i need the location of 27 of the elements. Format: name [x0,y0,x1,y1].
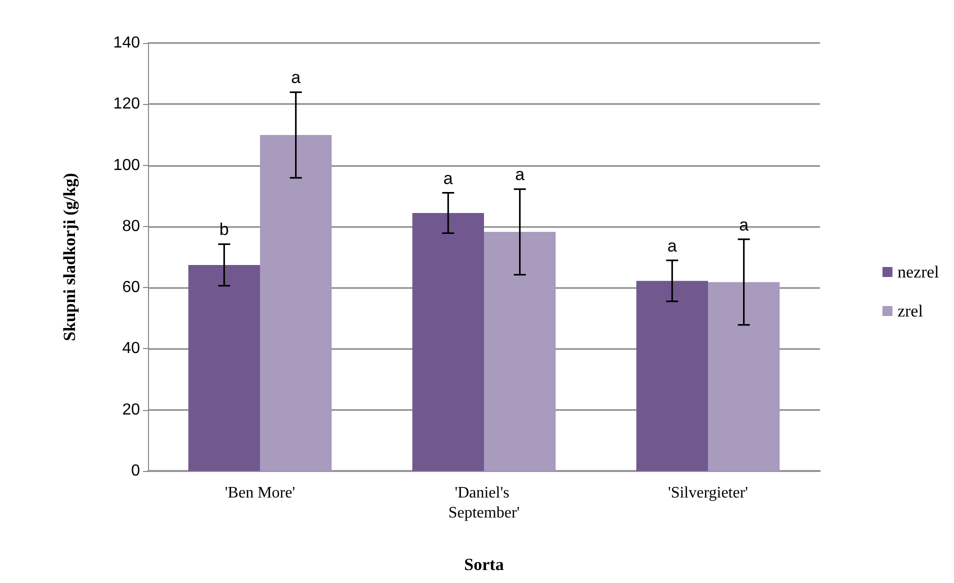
annotation: b [219,220,229,240]
legend-label: nezrel [897,262,940,282]
y-tick-label: 20 [122,401,140,418]
bar [484,232,556,471]
bar [708,282,780,471]
y-tick-label: 80 [122,218,140,235]
bar [636,280,708,471]
y-axis-title: Skupni sladkorji (g/kg) [60,172,79,342]
x-tick-label: 'Ben More' [224,484,296,502]
bar [260,135,332,471]
x-axis-title: Sorta [464,555,504,574]
y-tick-label: 140 [113,34,140,52]
bar [188,264,260,471]
y-tick-label: 100 [113,156,140,174]
annotation: a [291,68,302,88]
annotation: a [443,168,454,188]
y-tick-label: 0 [131,462,140,480]
annotation: a [667,236,678,256]
y-tick-label: 60 [122,279,140,296]
y-tick-label: 40 [122,340,140,358]
bar [412,212,484,471]
x-tick-label: 'Daniel's September' [448,484,520,522]
x-tick-label: 'Silvergieter' [668,484,748,502]
annotation: a [739,215,750,234]
legend-label: zrel [897,302,924,320]
y-tick-label: 120 [113,96,140,113]
annotation: a [515,165,526,184]
